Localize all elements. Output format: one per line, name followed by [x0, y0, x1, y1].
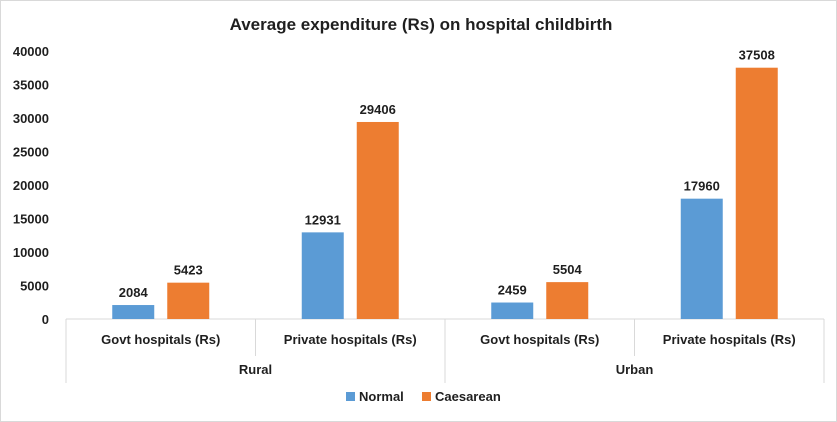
bar-chart: Average expenditure (Rs) on hospital chi… [1, 1, 836, 421]
x-category-label: Private hospitals (Rs) [284, 332, 417, 347]
x-group-label: Urban [616, 362, 654, 377]
data-label: 37508 [739, 48, 775, 63]
y-tick-label: 5000 [20, 279, 49, 294]
x-group-label: Rural [239, 362, 272, 377]
y-tick-label: 0 [42, 312, 49, 327]
legend-swatch [422, 392, 431, 401]
chart-frame: Average expenditure (Rs) on hospital chi… [0, 0, 837, 422]
x-category-label: Govt hospitals (Rs) [480, 332, 599, 347]
legend-label: Normal [359, 389, 404, 404]
y-tick-label: 35000 [13, 78, 49, 93]
bar-caesarean [546, 282, 588, 319]
y-tick-label: 30000 [13, 111, 49, 126]
bar-normal [302, 232, 344, 319]
y-tick-label: 15000 [13, 212, 49, 227]
legend-label: Caesarean [435, 389, 501, 404]
data-label: 2084 [119, 285, 149, 300]
data-label: 5423 [174, 263, 203, 278]
x-category-label: Govt hospitals (Rs) [101, 332, 220, 347]
y-tick-label: 10000 [13, 245, 49, 260]
chart-title: Average expenditure (Rs) on hospital chi… [230, 15, 613, 34]
y-tick-label: 40000 [13, 44, 49, 59]
bar-caesarean [736, 68, 778, 319]
data-label: 5504 [553, 262, 583, 277]
x-category-label: Private hospitals (Rs) [663, 332, 796, 347]
bar-caesarean [167, 283, 209, 319]
bar-normal [112, 305, 154, 319]
data-label: 2459 [498, 283, 527, 298]
bar-normal [681, 199, 723, 319]
bar-normal [491, 303, 533, 319]
data-label: 17960 [684, 179, 720, 194]
labels-layer: 2084 12931 2459 17960 5423 29406 5504 37508 [119, 48, 775, 300]
data-label: 12931 [305, 212, 341, 227]
bars-layer [112, 68, 778, 319]
legend: Normal Caesarean [346, 389, 501, 404]
y-tick-label: 20000 [13, 178, 49, 193]
bar-caesarean [357, 122, 399, 319]
legend-swatch [346, 392, 355, 401]
data-label: 29406 [360, 102, 396, 117]
y-tick-label: 25000 [13, 145, 49, 160]
